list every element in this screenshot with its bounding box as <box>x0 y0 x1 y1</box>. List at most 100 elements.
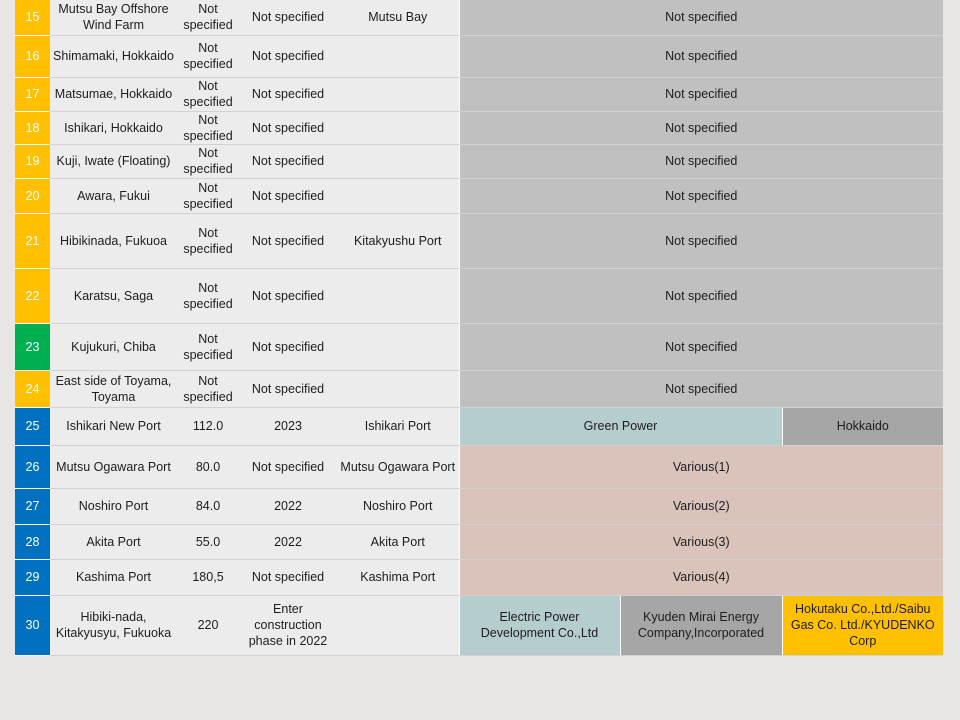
port <box>337 268 459 324</box>
project-name: Noshiro Port <box>50 488 177 525</box>
capacity: 55.0 <box>177 524 239 560</box>
port: Akita Port <box>337 524 459 560</box>
operator: Not specified <box>458 323 944 371</box>
capacity: Not specified <box>177 268 239 324</box>
port <box>337 323 459 371</box>
row-number: 19 <box>15 144 50 179</box>
project-name: Kuji, Iwate (Floating) <box>50 144 177 179</box>
year: Not specified <box>239 35 337 78</box>
port <box>337 370 459 408</box>
project-name: Akita Port <box>50 524 177 560</box>
project-name: Kashima Port <box>50 559 177 596</box>
port <box>337 111 459 145</box>
table-row: 19 Kuji, Iwate (Floating) Not specified … <box>15 144 944 179</box>
project-name: Hibiki-nada, Kitakyusyu, Fukuoka <box>50 595 177 656</box>
operator: Not specified <box>458 111 944 145</box>
year: Not specified <box>239 213 337 269</box>
year: Not specified <box>239 268 337 324</box>
operator: Various(2) <box>458 488 944 525</box>
capacity: Not specified <box>177 111 239 145</box>
operator: Various(3) <box>458 524 944 560</box>
row-number: 20 <box>15 178 50 214</box>
port: Noshiro Port <box>337 488 459 525</box>
project-name: Ishikari, Hokkaido <box>50 111 177 145</box>
row-number: 22 <box>15 268 50 324</box>
project-name: Kujukuri, Chiba <box>50 323 177 371</box>
capacity: Not specified <box>177 35 239 78</box>
capacity: 180,5 <box>177 559 239 596</box>
operator: Not specified <box>458 268 944 324</box>
year: Enter construction phase in 2022 <box>239 595 337 656</box>
port <box>337 77 459 112</box>
row-number: 26 <box>15 445 50 489</box>
row-number: 24 <box>15 370 50 408</box>
table-row: 27 Noshiro Port 84.0 2022 Noshiro Port V… <box>15 488 944 525</box>
port: Ishikari Port <box>337 407 459 446</box>
row-number: 18 <box>15 111 50 145</box>
year: Not specified <box>239 370 337 408</box>
table-row: 23 Kujukuri, Chiba Not specified Not spe… <box>15 323 944 371</box>
project-name: Mutsu Bay Offshore Wind Farm <box>50 0 177 36</box>
capacity: 220 <box>177 595 239 656</box>
table-row: 21 Hibikinada, Fukuoa Not specified Not … <box>15 213 944 269</box>
row-number: 30 <box>15 595 50 656</box>
year: Not specified <box>239 0 337 36</box>
operator: Various(1) <box>458 445 944 489</box>
year: 2022 <box>239 524 337 560</box>
table-row: 16 Shimamaki, Hokkaido Not specified Not… <box>15 35 944 78</box>
capacity: Not specified <box>177 77 239 112</box>
capacity: Not specified <box>177 323 239 371</box>
capacity: Not specified <box>177 0 239 36</box>
port: Kashima Port <box>337 559 459 596</box>
port <box>337 178 459 214</box>
port <box>337 35 459 78</box>
project-name: Shimamaki, Hokkaido <box>50 35 177 78</box>
operator: Various(4) <box>458 559 944 596</box>
row-number: 29 <box>15 559 50 596</box>
table-row: 30 Hibiki-nada, Kitakyusyu, Fukuoka 220 … <box>15 595 944 656</box>
port <box>337 595 459 656</box>
table-row: 20 Awara, Fukui Not specified Not specif… <box>15 178 944 214</box>
project-name: Matsumae, Hokkaido <box>50 77 177 112</box>
table-row: 24 East side of Toyama, Toyama Not speci… <box>15 370 944 408</box>
capacity: 112.0 <box>177 407 239 446</box>
project-name: Mutsu Ogawara Port <box>50 445 177 489</box>
operator: Hokkaido <box>781 407 944 446</box>
year: Not specified <box>239 559 337 596</box>
operator: Electric Power Development Co.,Ltd <box>458 595 620 656</box>
row-number: 21 <box>15 213 50 269</box>
row-number: 27 <box>15 488 50 525</box>
port: Mutsu Bay <box>337 0 459 36</box>
table-row: 17 Matsumae, Hokkaido Not specified Not … <box>15 77 944 112</box>
port: Mutsu Ogawara Port <box>337 445 459 489</box>
table-row: 28 Akita Port 55.0 2022 Akita Port Vario… <box>15 524 944 560</box>
capacity: Not specified <box>177 213 239 269</box>
operator: Hokutaku Co.,Ltd./Saibu Gas Co. Ltd./KYU… <box>781 595 944 656</box>
port <box>337 144 459 179</box>
wind-farm-table: 15 Mutsu Bay Offshore Wind Farm Not spec… <box>15 0 944 656</box>
year: Not specified <box>239 323 337 371</box>
capacity: 84.0 <box>177 488 239 525</box>
row-number: 25 <box>15 407 50 446</box>
capacity: Not specified <box>177 178 239 214</box>
port: Kitakyushu Port <box>337 213 459 269</box>
row-number: 28 <box>15 524 50 560</box>
project-name: East side of Toyama, Toyama <box>50 370 177 408</box>
table-row: 26 Mutsu Ogawara Port 80.0 Not specified… <box>15 445 944 489</box>
year: Not specified <box>239 111 337 145</box>
row-number: 15 <box>15 0 50 36</box>
row-number: 16 <box>15 35 50 78</box>
operator: Not specified <box>458 35 944 78</box>
operator: Not specified <box>458 0 944 36</box>
project-name: Awara, Fukui <box>50 178 177 214</box>
year: Not specified <box>239 144 337 179</box>
table-row: 22 Karatsu, Saga Not specified Not speci… <box>15 268 944 324</box>
operator: Not specified <box>458 370 944 408</box>
project-name: Hibikinada, Fukuoa <box>50 213 177 269</box>
operator: Kyuden Mirai Energy Company,Incorporated <box>619 595 782 656</box>
row-number: 17 <box>15 77 50 112</box>
year: 2023 <box>239 407 337 446</box>
project-name: Karatsu, Saga <box>50 268 177 324</box>
capacity: Not specified <box>177 370 239 408</box>
table-row: 18 Ishikari, Hokkaido Not specified Not … <box>15 111 944 145</box>
